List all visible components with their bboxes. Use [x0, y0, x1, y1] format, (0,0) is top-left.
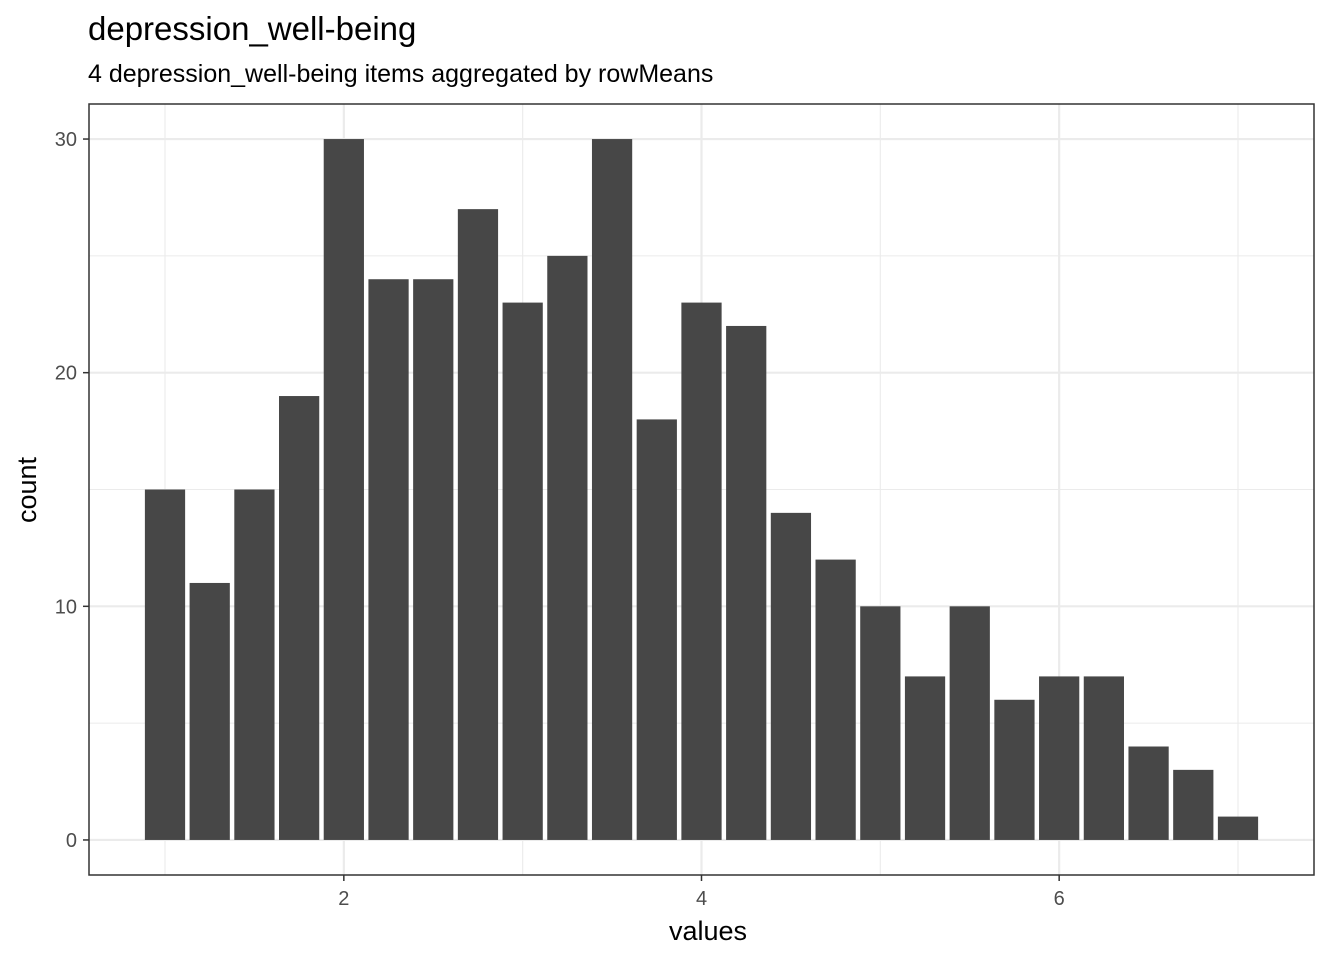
bar-13	[726, 325, 767, 840]
y-axis-title: count	[12, 456, 42, 523]
bar-8	[502, 302, 543, 840]
bar-11	[636, 419, 677, 840]
bar-0	[144, 489, 186, 840]
bar-16	[860, 606, 901, 840]
bar-15	[815, 559, 856, 840]
bar-21	[1083, 676, 1124, 840]
x-axis-title: values	[669, 916, 747, 946]
chart-title: depression_well-being	[88, 10, 416, 47]
x-tick-label-2: 6	[1054, 888, 1065, 910]
axis-ticks: 2 4 6 0 10 20 30	[55, 129, 1065, 910]
bar-24	[1217, 816, 1259, 840]
x-tick-label-1: 4	[696, 888, 707, 910]
y-tick-label-2: 20	[55, 363, 77, 385]
bar-4	[323, 139, 364, 840]
bar-9	[547, 255, 588, 840]
bar-17	[904, 676, 946, 840]
bar-7	[457, 209, 499, 840]
bar-19	[994, 699, 1035, 840]
bar-3	[279, 396, 320, 840]
y-tick-label-1: 10	[55, 596, 77, 618]
bar-22	[1128, 746, 1169, 840]
y-tick-label-0: 0	[66, 830, 77, 852]
chart-subtitle: 4 depression_well-being items aggregated…	[88, 60, 713, 88]
bar-14	[770, 512, 812, 840]
bar-23	[1173, 769, 1214, 840]
bar-6	[413, 279, 454, 840]
bars	[144, 139, 1259, 840]
bar-5	[368, 279, 409, 840]
bar-18	[949, 606, 990, 840]
bar-2	[234, 489, 275, 840]
y-tick-label-3: 30	[55, 129, 77, 151]
x-tick-label-0: 2	[338, 888, 349, 910]
bar-1	[189, 582, 230, 840]
bar-20	[1039, 676, 1080, 840]
bar-10	[591, 139, 633, 840]
bar-12	[681, 302, 722, 840]
